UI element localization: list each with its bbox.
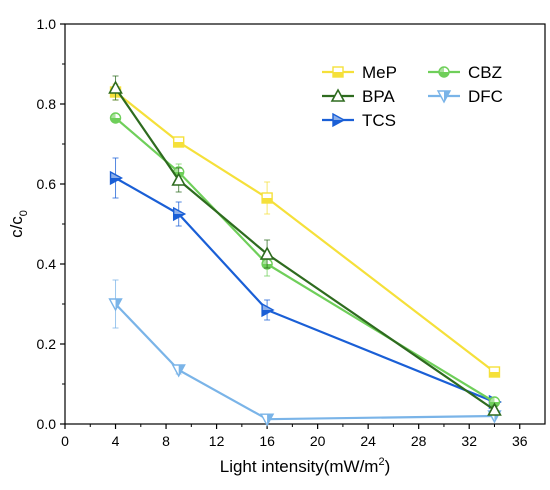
data-point — [108, 298, 123, 312]
y-tick-label: 0.0 — [37, 416, 57, 432]
legend-item-tcs: TCS — [322, 111, 396, 130]
series-line — [114, 177, 495, 404]
legend-marker — [332, 66, 344, 78]
x-axis-title: Light intensity(mW/m2) — [220, 456, 391, 476]
data-point — [171, 364, 186, 378]
data-point — [172, 136, 185, 148]
plot-border — [64, 23, 546, 425]
x-tick-label: 36 — [512, 433, 528, 449]
x-tick-label: 28 — [411, 433, 427, 449]
data-point — [259, 246, 275, 260]
legend-marker — [332, 112, 346, 128]
x-tick-label: 8 — [162, 433, 170, 449]
data-point — [261, 302, 275, 318]
legend-item-mep: MeP — [322, 63, 397, 82]
series-line — [114, 303, 495, 421]
data-point — [109, 170, 123, 186]
data-point — [172, 206, 187, 222]
data-point — [108, 80, 123, 94]
legend: MeP CBZ BPA DFC TCS — [322, 63, 503, 130]
series-bpa — [108, 75, 502, 416]
y-axis-title: c/c0 — [7, 210, 30, 238]
legend-item-cbz: CBZ — [428, 63, 502, 82]
data-point — [171, 172, 187, 186]
x-tick-label: 16 — [259, 433, 275, 449]
legend-label: BPA — [362, 87, 395, 106]
x-tick-label: 20 — [310, 433, 326, 449]
series-dfc — [108, 279, 502, 427]
data-point — [109, 112, 122, 124]
y-tick-label: 0.2 — [37, 336, 57, 352]
series-layer — [108, 75, 502, 427]
legend-marker — [436, 90, 452, 104]
series-line — [114, 87, 496, 411]
y-axis-ticks: 0.0 0.2 0.4 0.6 0.8 1.0 — [37, 16, 65, 432]
x-tick-label: 32 — [461, 433, 477, 449]
legend-label: DFC — [468, 87, 503, 106]
series-line — [114, 117, 496, 403]
legend-label: MeP — [362, 63, 397, 82]
y-tick-label: 1.0 — [37, 16, 57, 32]
y-tick-label: 0.6 — [37, 176, 57, 192]
legend-item-bpa: BPA — [322, 87, 395, 106]
x-axis-ticks: 0 4 8 12 16 20 24 28 32 36 — [61, 424, 528, 449]
legend-marker — [330, 88, 346, 102]
x-tick-label: 4 — [112, 433, 120, 449]
data-point — [487, 402, 502, 416]
data-point — [259, 413, 275, 427]
plot-frame — [64, 23, 546, 425]
x-tick-label: 12 — [209, 433, 225, 449]
data-point — [488, 366, 501, 378]
legend-label: CBZ — [468, 63, 502, 82]
legend-label: TCS — [362, 111, 396, 130]
series-cbz — [109, 112, 501, 408]
legend-item-dfc: DFC — [428, 87, 503, 106]
x-tick-label: 0 — [61, 433, 69, 449]
y-tick-label: 0.4 — [37, 256, 57, 272]
data-point — [261, 192, 273, 204]
y-tick-label: 0.8 — [37, 96, 57, 112]
series-mep — [109, 83, 501, 378]
series-line — [114, 91, 496, 373]
legend-marker — [438, 66, 450, 78]
x-tick-label: 24 — [360, 433, 376, 449]
